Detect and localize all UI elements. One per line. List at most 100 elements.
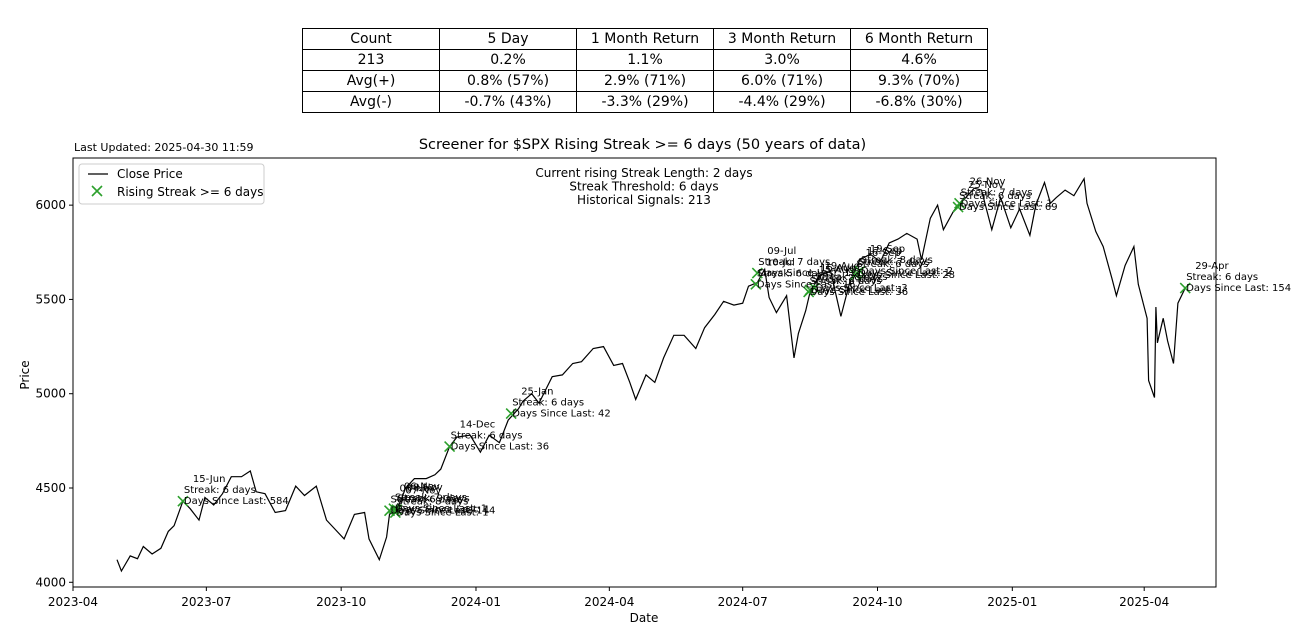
- x-tick-label: 2024-10: [852, 595, 902, 609]
- stats-row-avg-positive: Avg(+) 0.8% (57%) 2.9% (71%) 6.0% (71%) …: [302, 70, 988, 92]
- stats-cell: -6.8% (30%): [850, 91, 988, 113]
- signal-date-label: 25-Jan: [521, 387, 553, 398]
- signal-date-label: 29-Apr: [1195, 261, 1229, 272]
- signal-streak-label: Streak: 6 days: [959, 191, 1031, 202]
- y-tick-label: 6000: [35, 198, 66, 212]
- signal-marker: [751, 267, 763, 279]
- signal-since-label: Days Since Last: 1: [758, 268, 850, 279]
- y-tick-label: 4000: [35, 575, 66, 589]
- info-line: Current rising Streak Length: 2 days: [535, 166, 752, 180]
- signal-marker: [953, 197, 966, 209]
- signal-marker: [177, 495, 189, 507]
- signal-marker: [808, 282, 821, 294]
- info-line: Historical Signals: 213: [577, 193, 711, 207]
- x-tick-label: 2024-07: [718, 595, 768, 609]
- legend-box: [78, 163, 265, 205]
- x-tick-label: 2024-01: [451, 595, 501, 609]
- x-axis-label: Date: [630, 611, 659, 625]
- signal-date-label: 14-Dec: [460, 420, 496, 431]
- signal-since-label: Days Since Last: 36: [451, 442, 550, 453]
- signal-streak-label: Streak: 6 days: [857, 259, 929, 270]
- signal-streak-label: Streak: 8 days: [816, 272, 888, 283]
- signal-since-label: Days Since Last: 1: [858, 268, 950, 279]
- signal-marker: [1179, 282, 1191, 294]
- y-axis: 4000 4500 5000 5500 6000: [35, 198, 73, 589]
- signal-annotations: 15-Jun Streak: 6 days Days Since Last: 584…: [184, 176, 1291, 518]
- y-tick-label: 5500: [35, 292, 66, 306]
- signal-marker: [444, 440, 456, 453]
- signal-streak-label: Streak: 7 days: [811, 274, 883, 285]
- stats-row-avg-negative: Avg(-) -0.7% (43%) -3.3% (29%) -4.4% (29…: [302, 91, 988, 113]
- signal-streak-label: Streak: 6 days: [391, 495, 463, 506]
- last-updated-label: Last Updated: 2025-04-30 11:59: [74, 141, 254, 154]
- signal-streak-label: Streak: 9 days: [398, 494, 470, 505]
- streak-info-text: Current rising Streak Length: 2 daysStre…: [535, 166, 752, 207]
- signal-since-label: Days Since Last: 144: [391, 506, 496, 517]
- signal-date-label: 16-Sep: [866, 248, 901, 259]
- stats-table: Count 5 Day 1 Month Return 3 Month Retur…: [302, 28, 988, 113]
- signal-marker: [391, 504, 403, 516]
- signal-since-label: Days Since Last: 2: [861, 266, 953, 277]
- signal-date-label: 19-Sep: [870, 244, 905, 255]
- signal-streak-label: Streak: 7 days: [858, 257, 930, 268]
- stats-cell: 6.0% (71%): [713, 70, 851, 92]
- signal-streak-label: Streak: 7 days: [758, 257, 830, 268]
- signal-date-label: 09-Jul: [767, 246, 796, 257]
- signal-streak-label: Streak: 6 days: [512, 398, 584, 409]
- signal-date-label: 17-Sep: [867, 246, 902, 257]
- x-axis: 2023-04 2023-07 2023-10 2024-01 2024-04 2024-…: [48, 587, 1169, 609]
- signal-date-label: 19-Aug: [825, 261, 861, 272]
- signal-date-label: 08-Nov: [407, 483, 443, 494]
- signal-since-label: Days Since Last: 1: [396, 508, 488, 519]
- signal-since-label: Days Since Last: 1: [961, 198, 1053, 209]
- signal-marker: [750, 278, 762, 290]
- signal-streak-label: Streak: 6 days: [451, 431, 523, 442]
- stats-cell: -3.3% (29%): [576, 91, 714, 113]
- signal-streak-label: Streak: 7 days: [961, 187, 1033, 198]
- legend-entry-close: Close Price: [117, 167, 183, 181]
- signal-marker: [952, 201, 964, 213]
- y-tick-label: 5000: [35, 387, 66, 401]
- signal-date-label: 26-Nov: [970, 176, 1006, 187]
- signal-since-label: Days Since Last: 167: [757, 279, 862, 290]
- x-tick-label: 2023-10: [316, 595, 366, 609]
- signal-streak-label: Streak: 6 days: [810, 276, 882, 287]
- signal-streak-label: Streak: 7 days: [395, 493, 467, 504]
- stats-cell: Avg(-): [302, 91, 440, 113]
- signal-since-label: Days Since Last: 36: [810, 287, 909, 298]
- signal-streak-label: Streak: 8 days: [861, 255, 933, 266]
- stats-cell: -0.7% (43%): [439, 91, 577, 113]
- legend-entry-streak: Rising Streak >= 6 days: [117, 185, 263, 199]
- signal-since-label: Days Since Last: 154: [1186, 283, 1291, 294]
- plot-frame: [72, 157, 1217, 588]
- x-tick-label: 2023-04: [48, 595, 98, 609]
- y-tick-label: 4500: [35, 481, 66, 495]
- x-tick-label: 2024-04: [584, 595, 634, 609]
- signal-since-label: Days Since Last: 42: [512, 409, 611, 420]
- close-price-series: [116, 176, 1186, 573]
- signal-date-label: 15-Jun: [193, 474, 226, 485]
- signal-marker: [854, 265, 866, 277]
- signal-marker: [388, 503, 400, 515]
- signal-streak-label: Streak: 6 days: [757, 268, 829, 279]
- signal-marker: [389, 506, 401, 519]
- signal-streak-label: Streak: 6 days: [1186, 272, 1258, 283]
- stats-header-cell: 6 Month Return: [850, 28, 988, 50]
- signal-date-label: 15-Aug: [819, 265, 855, 276]
- signal-date-label: 10-Jul: [766, 257, 795, 268]
- y-axis-label: Price: [18, 360, 32, 389]
- x-tick-label: 2023-07: [181, 595, 231, 609]
- chart-title: Screener for $SPX Rising Streak >= 6 day…: [418, 137, 867, 153]
- stats-cell: -4.4% (29%): [713, 91, 851, 113]
- stats-cell: 9.3% (70%): [850, 70, 988, 92]
- stats-cell: 2.9% (71%): [576, 70, 714, 92]
- x-tick-label: 2025-04: [1119, 595, 1169, 609]
- signal-date-label: 16-Aug: [820, 263, 856, 274]
- signal-since-label: Days Since Last: 584: [184, 496, 289, 507]
- signal-date-label: 03-Nov: [400, 484, 436, 495]
- x-tick-label: 2025-01: [987, 595, 1037, 609]
- stats-header-row: Count 5 Day 1 Month Return 3 Month Retur…: [302, 28, 988, 50]
- signal-markers: [177, 197, 1191, 519]
- signal-date-label: 07-Nov: [405, 486, 441, 497]
